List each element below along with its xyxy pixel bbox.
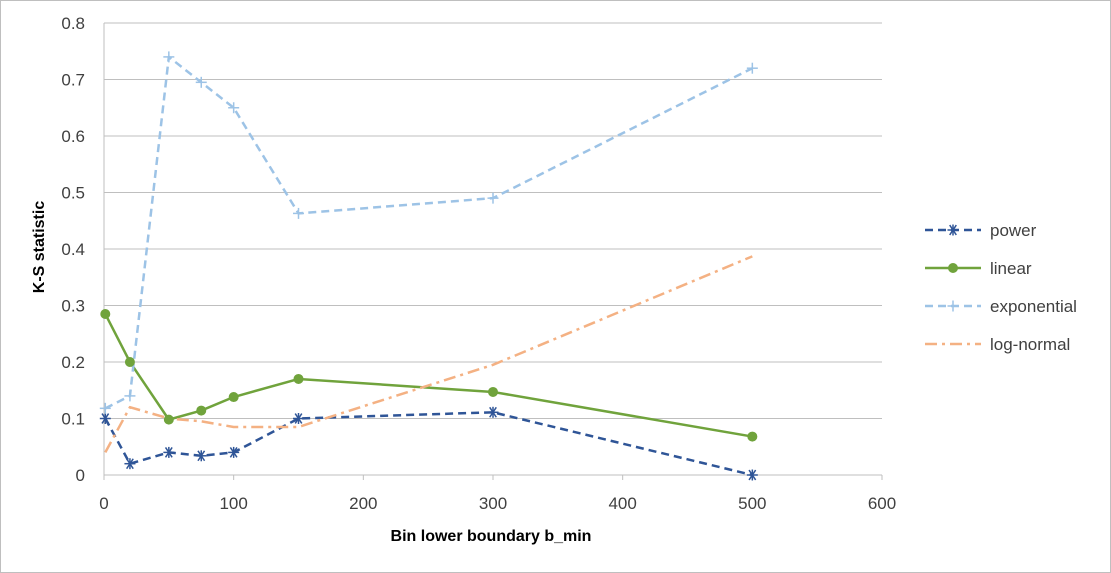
data-point-exponential bbox=[746, 62, 758, 74]
data-point-linear bbox=[163, 414, 174, 425]
data-point-linear bbox=[124, 357, 135, 367]
data-point-linear bbox=[747, 431, 758, 442]
data-point-power bbox=[228, 446, 240, 458]
series-line-exponential bbox=[104, 55, 753, 410]
legend-marker-linear bbox=[948, 263, 958, 273]
y-tick-label: 0.7 bbox=[61, 71, 85, 90]
data-point-linear bbox=[228, 392, 239, 403]
data-point-exponential bbox=[293, 207, 304, 219]
x-tick-label: 300 bbox=[479, 494, 507, 513]
data-point-exponential bbox=[228, 102, 240, 114]
y-tick-label: 0.2 bbox=[61, 353, 85, 372]
y-axis-title: K-S statistic bbox=[31, 201, 48, 294]
data-point-power bbox=[124, 458, 136, 470]
x-axis-title: Bin lower boundary b_min bbox=[391, 528, 592, 545]
legend-marker-power bbox=[947, 224, 959, 236]
series-line-linear bbox=[104, 313, 753, 438]
data-point-linear bbox=[196, 405, 207, 416]
legend-marker-exponential bbox=[947, 300, 959, 312]
data-point-exponential bbox=[124, 390, 136, 402]
data-point-linear bbox=[293, 373, 304, 384]
data-point-power bbox=[99, 413, 111, 424]
x-tick-label: 600 bbox=[868, 494, 896, 513]
series-markers bbox=[99, 51, 758, 481]
legend-label-linear: linear bbox=[990, 259, 1032, 278]
data-point-power bbox=[487, 406, 499, 418]
x-tick-label: 400 bbox=[608, 494, 636, 513]
data-point-power bbox=[195, 450, 207, 462]
x-tick-label: 200 bbox=[349, 494, 377, 513]
x-axis-ticks: 0 100 200 300 400 500 600 bbox=[99, 475, 896, 513]
y-tick-label: 0 bbox=[76, 466, 85, 485]
data-point-exponential bbox=[195, 76, 207, 88]
series-line-power bbox=[104, 411, 753, 477]
data-point-exponential bbox=[487, 192, 499, 204]
y-tick-label: 0.8 bbox=[61, 14, 85, 33]
series-lines bbox=[104, 55, 753, 477]
y-tick-label: 0.1 bbox=[61, 410, 85, 429]
y-axis-ticks: 0 0.1 0.2 0.3 0.4 0.5 0.6 0.7 0.8 bbox=[61, 14, 85, 485]
x-tick-label: 500 bbox=[738, 494, 766, 513]
data-point-exponential bbox=[163, 51, 175, 63]
data-point-power bbox=[746, 469, 758, 481]
legend-label-power: power bbox=[990, 221, 1037, 240]
data-point-linear bbox=[100, 308, 111, 319]
y-tick-label: 0.5 bbox=[61, 184, 85, 203]
legend-label-log-normal: log-normal bbox=[990, 335, 1070, 354]
data-point-exponential bbox=[99, 402, 111, 414]
series-line-log-normal bbox=[104, 255, 753, 453]
data-point-power bbox=[293, 413, 304, 424]
legend-label-exponential: exponential bbox=[990, 297, 1077, 316]
y-tick-label: 0.6 bbox=[61, 127, 85, 146]
data-point-power bbox=[163, 446, 175, 458]
y-tick-label: 0.3 bbox=[61, 297, 85, 316]
y-tick-label: 0.4 bbox=[61, 240, 85, 259]
data-point-linear bbox=[488, 386, 498, 397]
x-tick-label: 0 bbox=[99, 494, 108, 513]
x-tick-label: 100 bbox=[219, 494, 247, 513]
legend: power linear exponential log-normal bbox=[925, 221, 1077, 354]
